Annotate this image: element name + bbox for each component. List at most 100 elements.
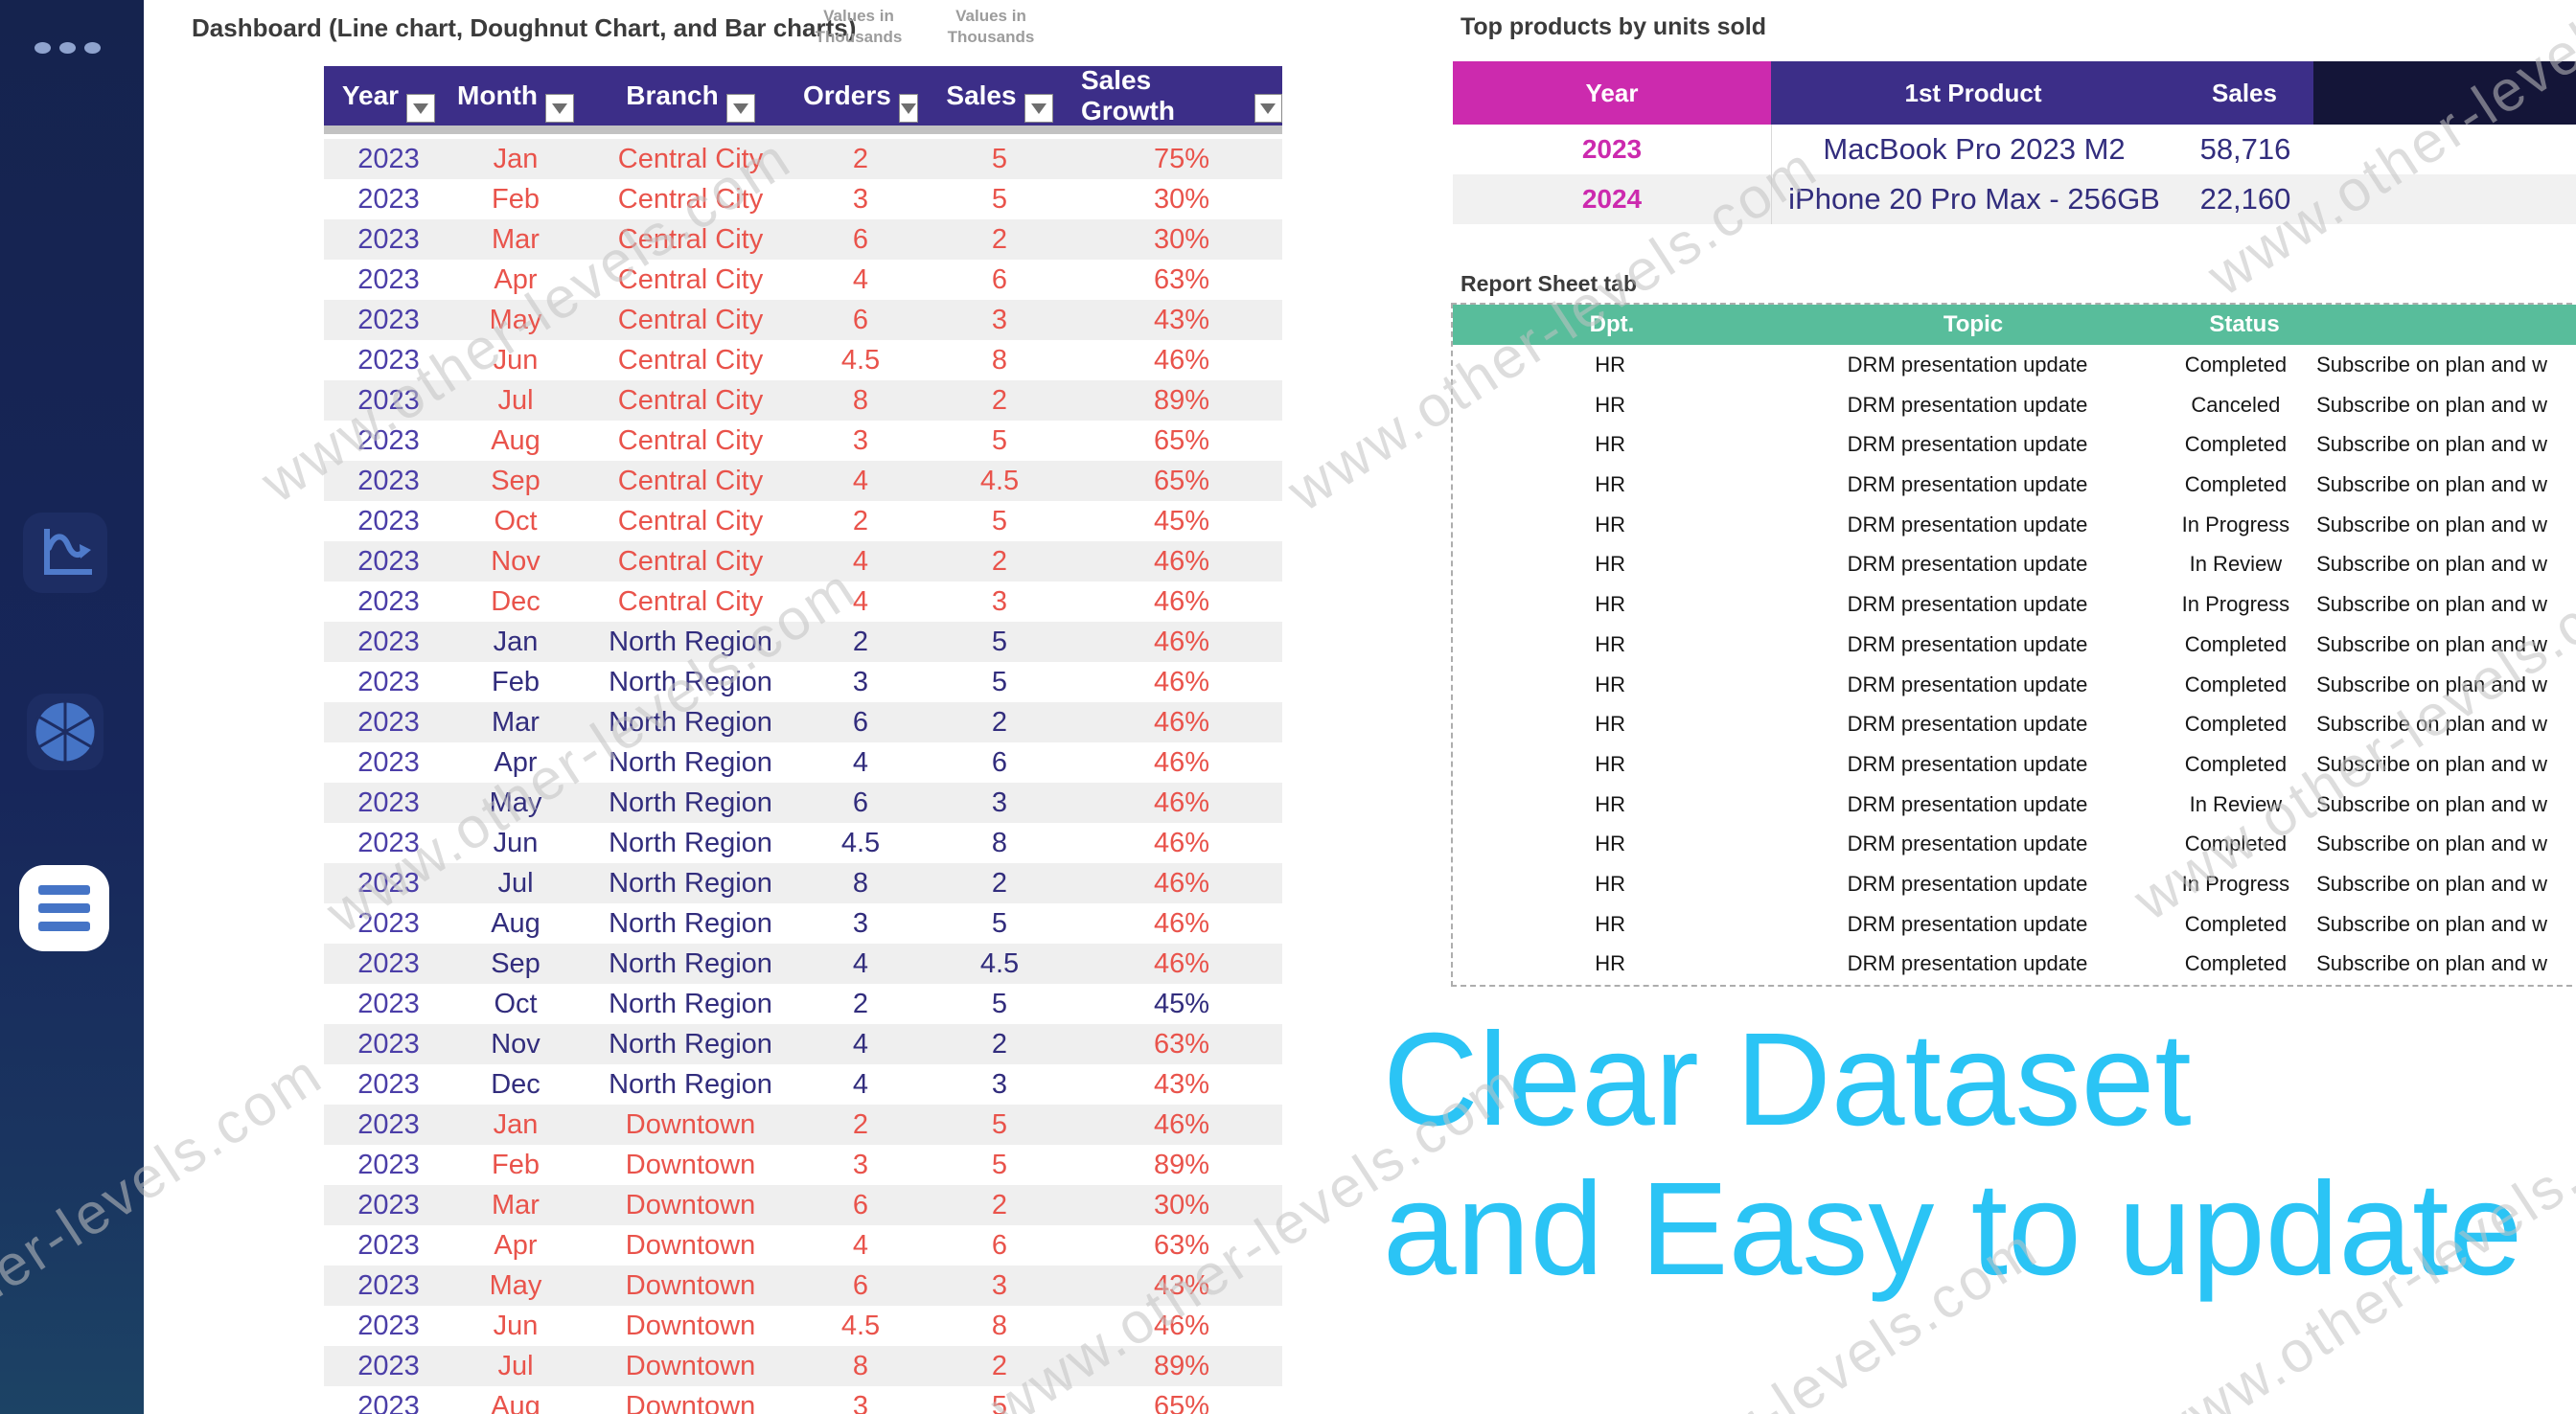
spreadsheet-cell: 43% xyxy=(1153,305,1210,335)
filter-dropdown-button[interactable] xyxy=(1024,94,1053,123)
spreadsheet-cell-product: iPhone 20 Pro Max - 256GB xyxy=(1771,174,2176,224)
spreadsheet-cell: 65% xyxy=(1153,466,1210,496)
spreadsheet-cell-dpt: HR xyxy=(1595,392,1626,417)
table-row: 2023 Nov North Region 4 2 63% xyxy=(324,1024,1282,1064)
spreadsheet-cell: 2023 xyxy=(357,868,420,899)
table-row: 2023 Feb Downtown 3 5 89% xyxy=(324,1145,1282,1185)
spreadsheet-cell: 5 xyxy=(991,144,1008,174)
spreadsheet-cell-note: Subscribe on plan and w xyxy=(2316,392,2548,417)
spreadsheet-cell: 4.5 xyxy=(840,828,881,858)
spreadsheet-cell-sales: 22,160 xyxy=(2199,182,2291,216)
report-sheet-table: Dpt. Topic Status HR DRM presentation upd… xyxy=(1451,303,2576,987)
filter-dropdown-button[interactable] xyxy=(725,94,755,123)
spreadsheet-cell: Central City xyxy=(617,264,764,295)
spreadsheet-cell-dpt: HR xyxy=(1595,631,1626,656)
overlay-headline-line2: and Easy to update xyxy=(1383,1155,2523,1303)
spreadsheet-cell: 2 xyxy=(991,1190,1008,1220)
filter-dropdown-button[interactable] xyxy=(1254,94,1282,123)
aperture-icon xyxy=(33,699,98,764)
spreadsheet-cell-status: Canceled xyxy=(2191,392,2281,417)
main-table-header: Year Month Branch Orders Sales Sales Growth xyxy=(324,65,1282,125)
spreadsheet-cell: 46% xyxy=(1153,828,1210,858)
spreadsheet-cell: North Region xyxy=(609,667,772,697)
spreadsheet-cell: 2023 xyxy=(357,1351,420,1381)
spreadsheet-cell-note: Subscribe on plan and w xyxy=(2316,552,2548,577)
table-row: 2023 May North Region 6 3 46% xyxy=(324,783,1282,823)
spreadsheet-cell-topic: DRM presentation update xyxy=(1847,432,2088,457)
table-row: 2023 Feb Central City 3 5 30% xyxy=(324,179,1282,219)
overlay-headline-line1: Clear Dataset xyxy=(1383,1006,2192,1153)
spreadsheet-cell: 5 xyxy=(991,1150,1008,1180)
spreadsheet-cell: Apr xyxy=(494,264,538,295)
spreadsheet-cell-note: Subscribe on plan and w xyxy=(2316,592,2548,617)
spreadsheet-cell: 45% xyxy=(1153,506,1210,536)
aperture-icon-button[interactable] xyxy=(27,694,104,770)
table-row: 2023 Apr North Region 4 6 46% xyxy=(324,742,1282,783)
filter-dropdown-button[interactable] xyxy=(406,94,436,123)
spreadsheet-cell: 2023 xyxy=(357,546,420,577)
spreadsheet-cell: 5 xyxy=(991,506,1008,536)
filter-dropdown-button[interactable] xyxy=(898,94,918,123)
spreadsheet-cell-status: Completed xyxy=(2184,911,2288,936)
spreadsheet-cell: North Region xyxy=(609,787,772,818)
spreadsheet-cell-status: Completed xyxy=(2184,472,2288,497)
spreadsheet-cell-dpt: HR xyxy=(1595,751,1626,776)
table-row: 2023 Jul Downtown 8 2 89% xyxy=(324,1346,1282,1386)
spreadsheet-cell: Central City xyxy=(617,224,764,255)
spreadsheet-cell: Jul xyxy=(497,385,534,416)
spreadsheet-cell: 2 xyxy=(852,1109,869,1140)
spreadsheet-cell-dpt: HR xyxy=(1595,712,1626,737)
spreadsheet-cell-status: Completed xyxy=(2184,951,2288,976)
spreadsheet-cell: Feb xyxy=(492,1150,540,1180)
column-header-label: Sales Growth xyxy=(1081,65,1175,125)
main-table-header-divider xyxy=(324,125,1282,134)
spreadsheet-cell: Feb xyxy=(492,184,540,215)
spreadsheet-cell-status: Completed xyxy=(2184,751,2288,776)
column-header-label: Month xyxy=(457,80,538,110)
spreadsheet-cell: May xyxy=(489,787,542,818)
spreadsheet-cell-note: Subscribe on plan and w xyxy=(2316,951,2548,976)
spreadsheet-cell: North Region xyxy=(609,627,772,657)
table-row: 2023 Jun Downtown 4.5 8 46% xyxy=(324,1306,1282,1346)
spreadsheet-cell: 4 xyxy=(852,264,869,295)
spreadsheet-cell: Central City xyxy=(617,184,764,215)
spreadsheet-cell-topic: DRM presentation update xyxy=(1847,832,2088,856)
spreadsheet-cell-dpt: HR xyxy=(1595,911,1626,936)
spreadsheet-cell: Feb xyxy=(492,667,540,697)
spreadsheet-cell: 3 xyxy=(991,1069,1008,1100)
top-products-header-main: 1st Product Sales xyxy=(1771,61,2313,125)
filter-dropdown-button[interactable] xyxy=(544,94,574,123)
spreadsheet-cell: 6 xyxy=(852,787,869,818)
table-row: HR DRM presentation update Completed Subscr… xyxy=(1453,904,2576,945)
spreadsheet-cell-note: Subscribe on plan and w xyxy=(2316,672,2548,696)
hamburger-menu-button[interactable] xyxy=(19,865,109,951)
spreadsheet-cell: Downtown xyxy=(625,1150,756,1180)
spreadsheet-cell-dpt: HR xyxy=(1595,832,1626,856)
line-chart-icon-button[interactable] xyxy=(23,513,107,593)
spreadsheet-cell: North Region xyxy=(609,1029,772,1060)
spreadsheet-cell: 8 xyxy=(991,345,1008,376)
spreadsheet-cell-topic: DRM presentation update xyxy=(1847,592,2088,617)
column-header-status: Status xyxy=(2209,311,2280,337)
spreadsheet-cell: 2 xyxy=(852,506,869,536)
spreadsheet-cell: 2023 xyxy=(357,1029,420,1060)
spreadsheet-cell: 5 xyxy=(991,908,1008,939)
spreadsheet-cell: 4 xyxy=(852,466,869,496)
spreadsheet-cell: May xyxy=(489,1270,542,1301)
spreadsheet-cell: 3 xyxy=(991,1270,1008,1301)
spreadsheet-cell-note: Subscribe on plan and w xyxy=(2316,751,2548,776)
spreadsheet-cell: 46% xyxy=(1153,546,1210,577)
table-row: HR DRM presentation update In Progress Subs… xyxy=(1453,864,2576,904)
table-row: HR DRM presentation update Completed Subscr… xyxy=(1453,824,2576,864)
spreadsheet-cell: 46% xyxy=(1153,747,1210,778)
table-row: 2023 Jan Central City 2 5 75% xyxy=(324,139,1282,179)
dashboard-title: Dashboard (Line chart, Doughnut Chart, a… xyxy=(192,13,857,42)
table-row: 2023 Oct Central City 2 5 45% xyxy=(324,501,1282,541)
spreadsheet-cell: 5 xyxy=(991,989,1008,1019)
ellipsis-icon[interactable] xyxy=(34,42,101,54)
spreadsheet-cell: Dec xyxy=(491,1069,540,1100)
table-row: 2023 Aug North Region 3 5 46% xyxy=(324,903,1282,944)
spreadsheet-cell-status: In Review xyxy=(2189,791,2283,816)
spreadsheet-cell-dpt: HR xyxy=(1595,432,1626,457)
